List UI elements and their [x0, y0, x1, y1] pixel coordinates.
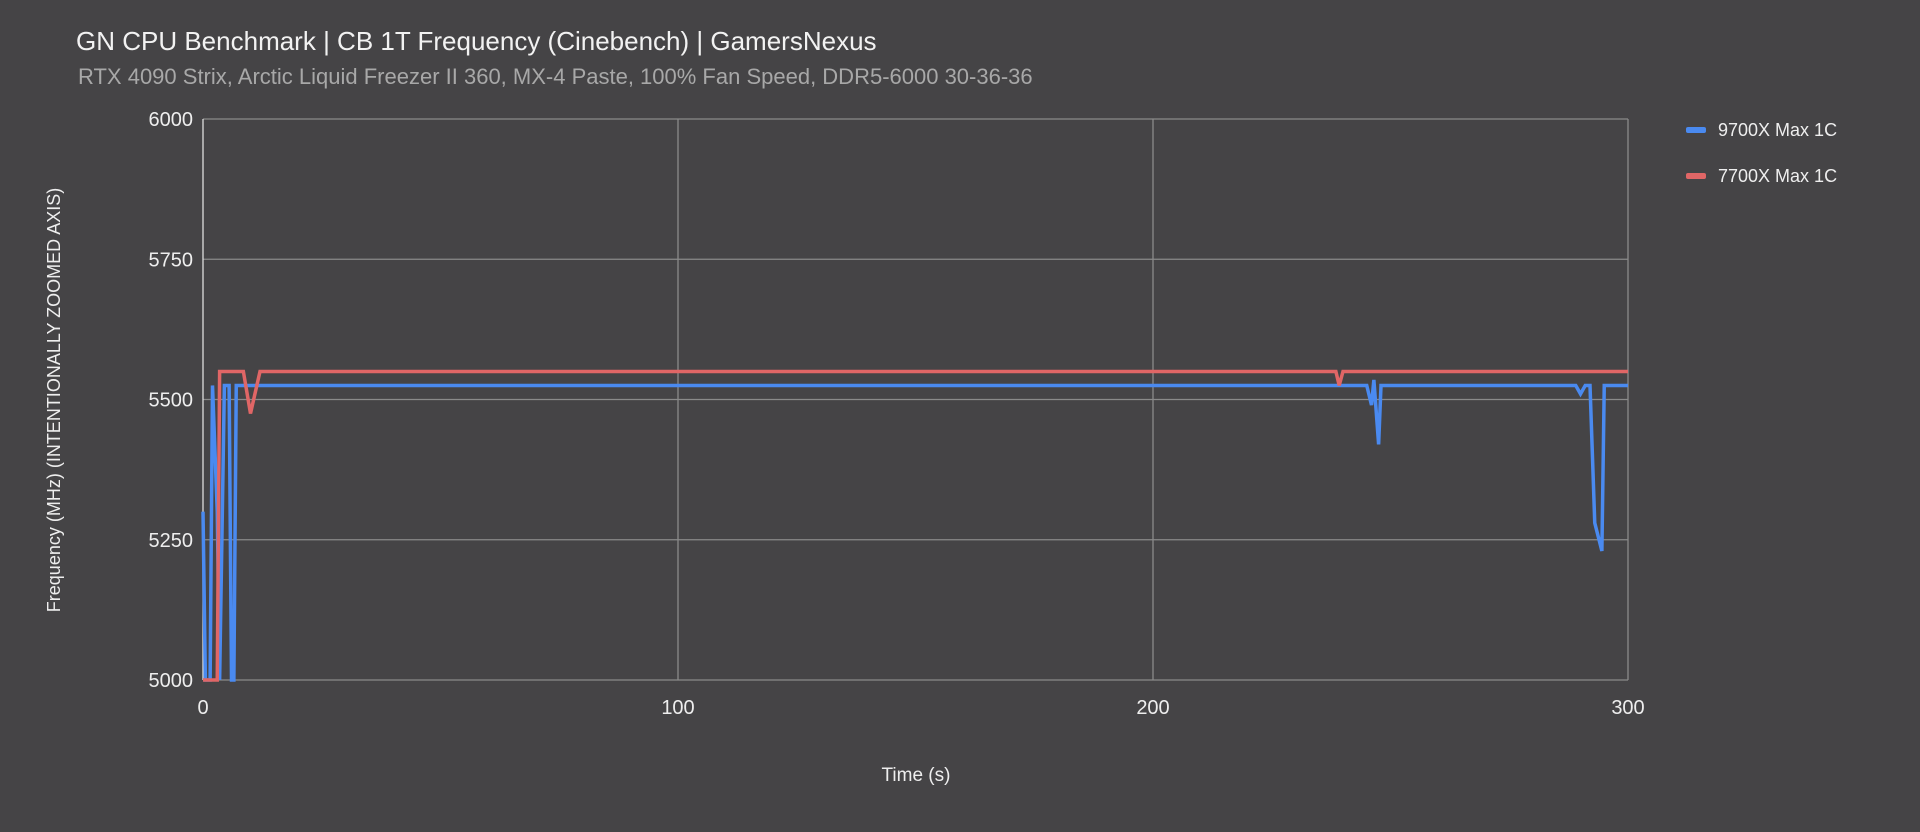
series-line-0: [201, 379, 1628, 682]
tick-labels: 5000 5250 5500 5750 6000 0 100 200 300: [149, 109, 1645, 719]
x-tick-label: 200: [1136, 697, 1169, 719]
y-tick-label: 5500: [149, 390, 194, 412]
legend-item: 7700X Max 1C: [1686, 164, 1837, 188]
chart-title: GN CPU Benchmark | CB 1T Frequency (Cine…: [76, 26, 877, 56]
x-tick-label: 100: [661, 697, 694, 719]
x-tick-label: 300: [1611, 697, 1644, 719]
legend-item: 9700X Max 1C: [1686, 118, 1837, 142]
chart-subtitle: RTX 4090 Strix, Arctic Liquid Freezer II…: [78, 64, 1033, 89]
legend-label: 9700X Max 1C: [1718, 119, 1838, 140]
legend-swatch: [1686, 173, 1706, 179]
y-tick-label: 5250: [149, 530, 194, 552]
y-tick-label: 6000: [149, 109, 194, 131]
x-tick-label: 0: [197, 697, 208, 719]
y-tick-label: 5750: [149, 249, 194, 271]
series-lines: [201, 369, 1628, 682]
x-axis-label: Time (s): [882, 765, 951, 786]
series-line-1: [203, 369, 1628, 682]
legend: 9700X Max 1C 7700X Max 1C: [1686, 118, 1837, 210]
y-tick-label: 5000: [149, 670, 194, 692]
legend-label: 7700X Max 1C: [1718, 165, 1838, 186]
grid: [202, 118, 1629, 681]
legend-swatch: [1686, 127, 1706, 133]
y-axis-label: Frequency (MHz) (INTENTIONALLY ZOOMED AX…: [44, 188, 64, 612]
